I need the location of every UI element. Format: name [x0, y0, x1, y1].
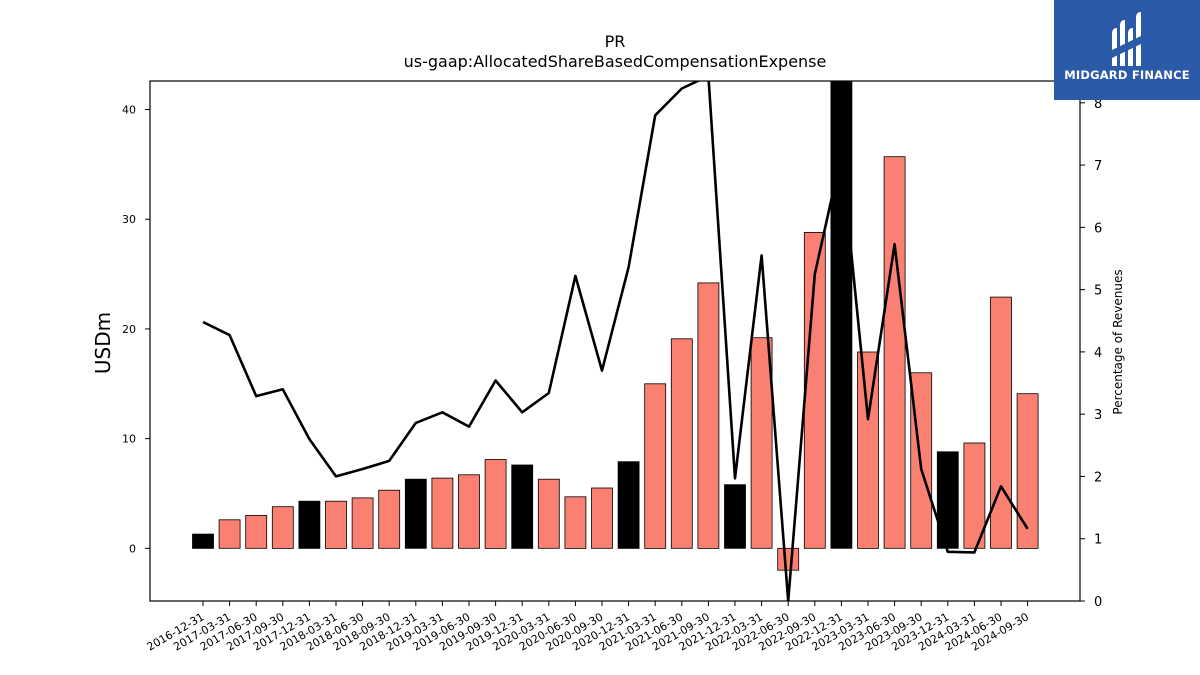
y2-tick-label-8: 8 [1094, 97, 1102, 112]
bar-2021-09-30 [697, 282, 720, 549]
y2-tick-label-1: 1 [1094, 533, 1102, 548]
y-tick-label-0: 0 [129, 542, 136, 555]
bar-2020-03-31 [537, 478, 560, 549]
bar-2024-03-31 [963, 442, 986, 549]
bar-2018-06-30 [351, 497, 374, 549]
y-tick-label-30: 30 [122, 213, 136, 226]
bar-2020-09-30 [591, 487, 613, 549]
chart-subtitle: us-gaap:AllocatedShareBasedCompensationE… [403, 52, 827, 71]
y2-tick-label-7: 7 [1094, 159, 1102, 174]
y-axis-label: USDm [91, 312, 115, 374]
bar-2018-09-30 [378, 489, 401, 549]
bar-2023-12-31 [936, 451, 959, 549]
y-tick-label-20: 20 [122, 323, 136, 336]
y2-tick-label-4: 4 [1094, 346, 1102, 361]
midgard-logo-icon [1112, 12, 1141, 66]
y2-tick-label-0: 0 [1094, 595, 1102, 610]
bar-2017-06-30 [245, 515, 268, 549]
bar-2019-06-30 [458, 474, 480, 549]
bar-2016-12-31 [192, 533, 214, 549]
bar-2021-03-31 [644, 383, 667, 549]
bar-2024-06-30 [990, 296, 1012, 549]
bar-2017-12-31 [298, 500, 321, 549]
y2-tick-label-5: 5 [1094, 284, 1102, 299]
y-tick-label-40: 40 [122, 104, 136, 117]
bar-2022-03-31 [750, 337, 773, 549]
bar-2019-12-31 [511, 464, 534, 549]
bar-2022-12-31 [830, 81, 853, 549]
bar-2018-03-31 [325, 500, 347, 549]
logo-text: MIDGARD FINANCE [1064, 68, 1190, 82]
bar-2021-06-30 [670, 338, 693, 549]
y2-axis-label: Percentage of Revenues [1111, 269, 1125, 414]
bar-2018-12-31 [404, 478, 427, 549]
bar-2023-03-31 [857, 351, 879, 549]
bar-2017-03-31 [218, 519, 241, 549]
brand-logo: MIDGARD FINANCE [1054, 0, 1200, 100]
bar-2023-06-30 [883, 156, 906, 549]
bar-2024-09-30 [1016, 393, 1039, 549]
bar-2017-09-30 [271, 506, 294, 549]
bar-2022-06-30 [777, 547, 800, 571]
bar-2019-03-31 [431, 477, 454, 549]
bar-2021-12-31 [724, 484, 746, 549]
bar-2020-06-30 [564, 496, 587, 549]
y2-tick-label-6: 6 [1094, 221, 1102, 236]
line-percentage-of-revenues [202, 81, 1029, 601]
y2-tick-label-3: 3 [1094, 408, 1102, 423]
y2-tick-label-2: 2 [1094, 470, 1102, 485]
bar-2019-09-30 [484, 459, 507, 549]
bar-2020-12-31 [617, 461, 640, 549]
plot-frame [149, 80, 1081, 602]
y-tick-label-10: 10 [122, 433, 136, 446]
chart-title: PR [604, 32, 626, 51]
